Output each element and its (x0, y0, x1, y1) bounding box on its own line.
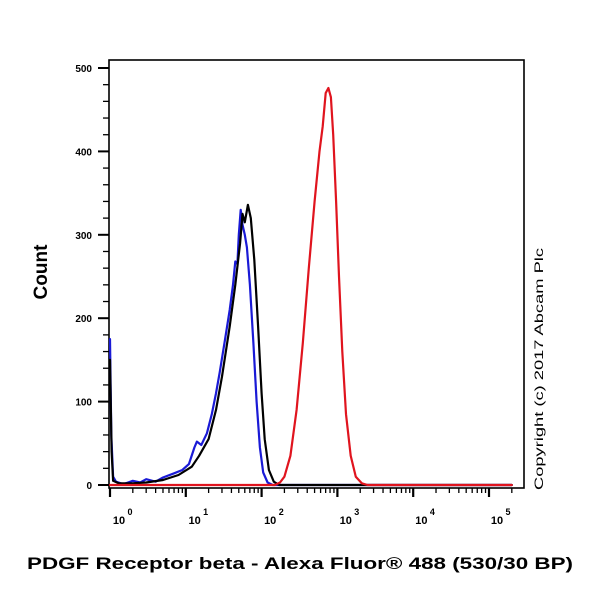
x-tick-exponent: 1 (203, 507, 208, 517)
y-tick-label: 100 (75, 398, 92, 409)
x-tick-label: 10 (415, 515, 427, 527)
x-tick-exponent: 2 (279, 507, 284, 517)
x-tick-exponent: 4 (430, 507, 435, 517)
y-tick-label: 200 (75, 314, 92, 325)
histogram-curve-isotype-control (108, 208, 513, 487)
y-axis-ticks: 0 100 200 300 400 500 (75, 64, 109, 492)
y-axis-label: Count (31, 244, 52, 300)
y-tick-label: 400 (75, 147, 92, 158)
copyright-note: Copyright (c) 2017 Abcam Plc (532, 248, 546, 490)
y-tick-label: 300 (75, 231, 92, 242)
y-tick-label: 0 (86, 481, 92, 492)
x-tick-exponent: 3 (354, 507, 359, 517)
plot-frame (108, 59, 525, 489)
y-tick-label: 500 (75, 64, 92, 75)
x-tick-exponent: 0 (127, 507, 132, 517)
x-tick-label: 10 (491, 515, 503, 527)
histogram-curve-unlabelled-control (108, 203, 513, 487)
x-tick-exponent: 5 (505, 507, 510, 517)
x-tick-label: 10 (340, 515, 352, 527)
x-tick-label: 10 (188, 515, 200, 527)
histogram-curves (108, 86, 513, 487)
x-axis-label: PDGF Receptor beta - Alexa Fluor® 488 (5… (27, 555, 573, 573)
x-tick-label: 10 (113, 515, 125, 527)
histogram-curve-pdgf-receptor-beta (108, 86, 513, 487)
x-tick-label: 10 (264, 515, 276, 527)
